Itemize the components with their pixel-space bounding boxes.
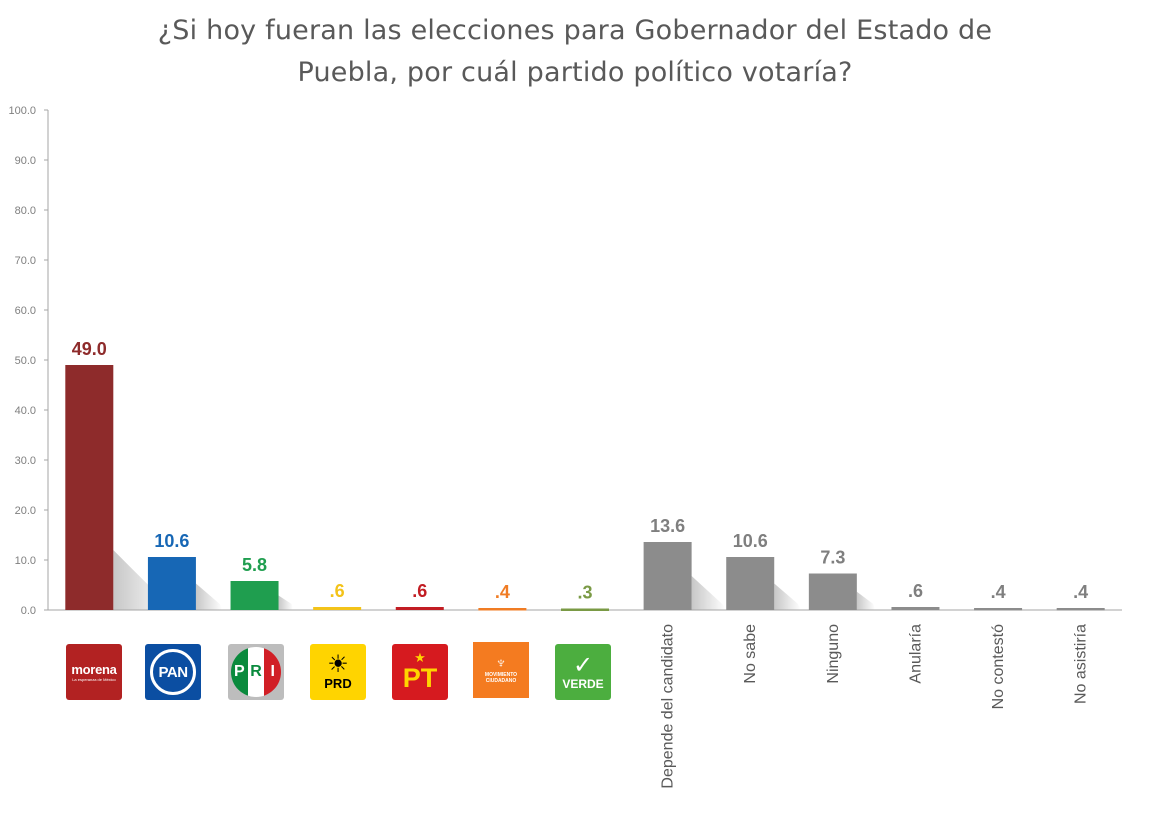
bar-value-label: .3 xyxy=(577,583,592,603)
x-axis-labels: Depende del candidato No sabe Ninguno Anula… xyxy=(660,624,1090,789)
verde-logo-text: VERDE xyxy=(562,676,604,691)
y-tick-label: 40.0 xyxy=(15,405,36,417)
pt-star-icon: ★ xyxy=(414,650,426,665)
bar xyxy=(230,581,279,610)
morena-logo-tagline: La esperanza de México xyxy=(72,677,116,682)
prd-logo: ☀ PRD xyxy=(310,644,366,700)
bar-value-label: 13.6 xyxy=(650,516,685,536)
x-category-label: Depende del candidato xyxy=(660,624,677,789)
pan-logo-ring: PAN xyxy=(150,649,196,695)
chart-title-line-2: Puebla, por cuál partido político votarí… xyxy=(297,57,853,88)
pri-logo-letter-i: I xyxy=(264,647,281,697)
x-category-label: No contestó xyxy=(990,624,1007,709)
y-tick-label: 60.0 xyxy=(15,305,36,317)
bar-value-label: 10.6 xyxy=(733,531,768,551)
bar-shadow xyxy=(774,583,801,610)
y-tick-label: 50.0 xyxy=(15,355,36,367)
y-tick-label: 70.0 xyxy=(15,255,36,267)
pri-logo-disc: P R I xyxy=(231,647,281,697)
bar xyxy=(891,607,940,610)
bar-value-label: 7.3 xyxy=(820,548,845,568)
y-tick-label: 30.0 xyxy=(15,455,36,467)
bar xyxy=(643,542,692,610)
bar-value-label: 5.8 xyxy=(242,555,267,575)
y-tick-label: 80.0 xyxy=(15,205,36,217)
bar-value-label: .4 xyxy=(991,582,1006,602)
bar-shadow xyxy=(856,591,876,610)
x-category-label: Ninguno xyxy=(825,624,842,684)
pt-logo: ★ PT xyxy=(392,644,448,700)
pan-logo: PAN xyxy=(145,644,201,700)
bar xyxy=(147,557,196,610)
bar-shadow xyxy=(278,595,294,610)
x-category-label: Anularía xyxy=(907,624,924,684)
bar xyxy=(726,557,775,610)
bar-shadow xyxy=(691,576,726,610)
bar xyxy=(1056,608,1105,611)
prd-sun-icon: ☀ xyxy=(327,651,349,678)
bar-shadows xyxy=(113,550,876,610)
prd-logo-text: PRD xyxy=(324,676,352,691)
morena-logo-text: morena xyxy=(71,662,117,677)
mc-eagle-icon: ♆ xyxy=(495,655,507,672)
bars xyxy=(65,365,1105,611)
bar-value-label: 10.6 xyxy=(154,531,189,551)
x-category-label: No asistiría xyxy=(1073,624,1090,704)
pan-logo-text: PAN xyxy=(158,663,188,681)
bar-value-label: .4 xyxy=(495,582,510,602)
y-tick-label: 20.0 xyxy=(15,505,36,517)
chart-title: ¿Si hoy fueran las elecciones para Gober… xyxy=(0,10,1150,94)
verde-toucan-icon: ✓ xyxy=(572,651,594,679)
bar xyxy=(395,607,444,610)
y-tick-label: 0.0 xyxy=(21,605,36,617)
y-tick-label: 100.0 xyxy=(8,105,36,117)
verde-logo: ✓ VERDE xyxy=(555,644,611,700)
pri-logo-letter-r: R xyxy=(247,647,265,697)
y-tick-label: 90.0 xyxy=(15,155,36,167)
y-tick-label: 10.0 xyxy=(15,555,36,567)
bar-value-label: 49.0 xyxy=(72,339,107,359)
bar xyxy=(561,608,609,611)
bar xyxy=(808,573,857,610)
bar-value-label: .4 xyxy=(1073,582,1088,602)
pri-logo-letter-p: P xyxy=(231,647,248,697)
morena-logo: morena La esperanza de México xyxy=(66,644,122,700)
chart-title-line-1: ¿Si hoy fueran las elecciones para Gober… xyxy=(157,15,993,46)
x-category-label: No sabe xyxy=(742,624,759,684)
mc-logo-text: MOVIMIENTO CIUDADANO xyxy=(484,672,518,684)
pt-logo-text: PT xyxy=(402,663,438,693)
bar xyxy=(313,607,362,610)
bar xyxy=(478,608,527,611)
bar-shadow xyxy=(195,583,223,610)
bar-value-label: .6 xyxy=(412,581,427,601)
mc-logo: ♆ MOVIMIENTO CIUDADANO xyxy=(473,642,529,698)
pri-logo: P R I xyxy=(228,644,284,700)
bar xyxy=(65,365,114,610)
bar-value-label: .6 xyxy=(330,581,345,601)
bar xyxy=(974,608,1023,611)
bar-value-label: .6 xyxy=(908,581,923,601)
value-labels: 49.0 10.6 5.8 .6 .6 .4 .3 13.6 10.6 7.3 .6 .4 .4 xyxy=(72,339,1088,603)
